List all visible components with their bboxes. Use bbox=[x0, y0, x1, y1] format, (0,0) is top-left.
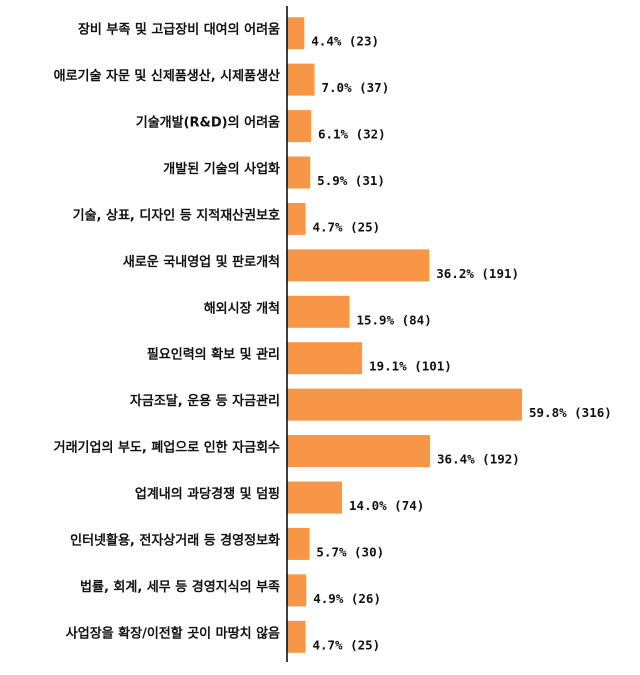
data-label: 36.4% (192) bbox=[437, 452, 520, 467]
category-label: 거래기업의 부도, 폐업으로 인한 자금회수 bbox=[54, 440, 280, 456]
bar bbox=[287, 110, 311, 143]
bar bbox=[287, 388, 522, 421]
bar bbox=[287, 295, 350, 328]
category-label: 법률, 회계, 세무 등 경영지식의 부족 bbox=[80, 579, 280, 595]
data-label: 15.9% (84) bbox=[356, 312, 431, 327]
bar bbox=[287, 574, 307, 607]
data-label: 36.2% (191) bbox=[436, 266, 519, 281]
data-label: 4.7% (25) bbox=[312, 219, 380, 234]
data-label: 7.0% (37) bbox=[322, 80, 390, 95]
category-label: 사업장을 확장/이전할 곳이 마땅치 않음 bbox=[66, 625, 280, 641]
bar bbox=[287, 249, 430, 282]
bar bbox=[287, 481, 343, 514]
data-label: 19.1% (101) bbox=[369, 359, 452, 374]
category-label: 자금조달, 운용 등 자금관리 bbox=[130, 393, 280, 409]
bar bbox=[287, 202, 306, 235]
data-label: 5.7% (30) bbox=[316, 544, 384, 559]
data-label: 4.4% (23) bbox=[311, 34, 379, 49]
data-label: 4.7% (25) bbox=[312, 637, 380, 652]
category-label: 필요인력의 확보 및 관리 bbox=[147, 347, 280, 363]
bar bbox=[287, 435, 431, 468]
category-label: 해외시장 개척 bbox=[204, 300, 280, 316]
category-label: 인터넷활용, 전자상거래 등 경영정보화 bbox=[70, 532, 280, 548]
bar bbox=[287, 342, 363, 375]
data-label: 6.1% (32) bbox=[318, 127, 386, 142]
data-label: 14.0% (74) bbox=[349, 498, 424, 513]
data-label: 5.9% (31) bbox=[317, 173, 385, 188]
bars bbox=[287, 17, 522, 653]
category-label: 새로운 국내영업 및 판로개척 bbox=[123, 254, 280, 270]
bar bbox=[287, 17, 305, 50]
category-label: 개발된 기술의 사업화 bbox=[163, 161, 280, 177]
bar bbox=[287, 63, 315, 96]
data-label: 59.8% (316) bbox=[529, 405, 612, 420]
category-label: 기술, 상표, 디자인 등 지적재산권보호 bbox=[73, 207, 280, 223]
category-label: 애로기술 자문 및 신제품생산, 시제품생산 bbox=[54, 68, 280, 84]
category-label: 업계내의 과당경쟁 및 덤핑 bbox=[135, 486, 280, 502]
data-labels: 4.4% (23) 7.0% (37) 6.1% (32) 5.9% (31) 4.7%… bbox=[311, 34, 612, 653]
category-label: 기술개발(R&D)의 어려움 bbox=[136, 115, 280, 131]
category-label: 장비 부족 및 고급장비 대여의 어려움 bbox=[78, 22, 280, 38]
data-label: 4.9% (26) bbox=[313, 591, 381, 606]
bar bbox=[287, 620, 306, 653]
bar bbox=[287, 156, 311, 189]
bar bbox=[287, 527, 310, 560]
